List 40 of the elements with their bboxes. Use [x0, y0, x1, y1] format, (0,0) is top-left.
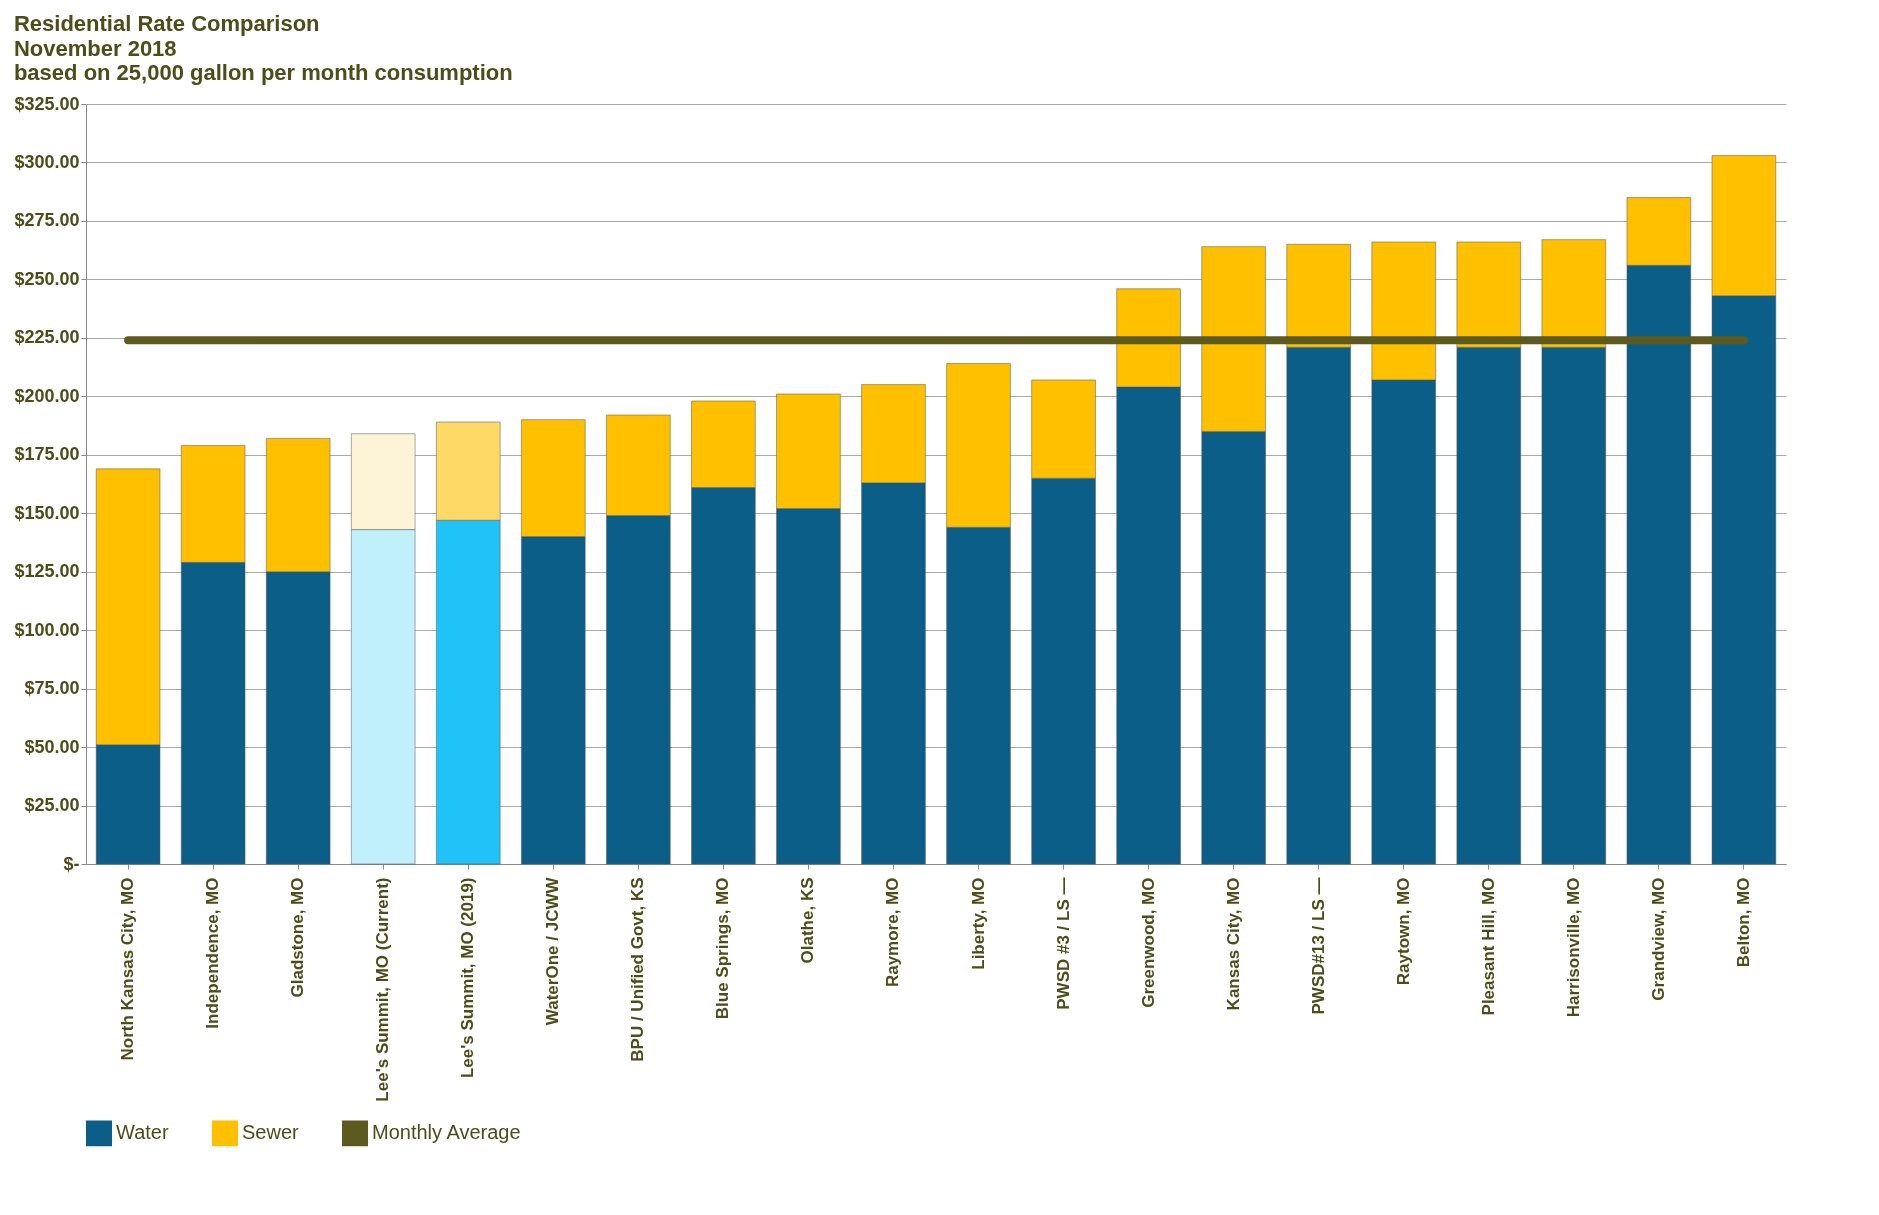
- x-tick-label: Pleasant Hill, MO: [1478, 877, 1498, 1016]
- x-tick-label: Blue Springs, MO: [713, 877, 733, 1020]
- y-tick-label: $225.00: [14, 327, 80, 348]
- text: based on 25,000 gallon per month consumption: [13, 60, 513, 85]
- x-tick-label: Belton, MO: [1733, 877, 1753, 968]
- y-tick-label: $275.00: [14, 210, 80, 231]
- y-tick-label: $25.00: [24, 795, 80, 816]
- x-tick-label: Liberty, MO: [968, 877, 988, 970]
- x-tick-label: Greenwood, MO: [1138, 877, 1158, 1008]
- x-tick-label: Olathe, KS: [798, 877, 818, 964]
- x-tick-label: WaterOne / JCWW: [543, 876, 563, 1026]
- x-tick-label: Harrisonville, MO: [1563, 877, 1583, 1018]
- chart-subtitle: November 2018: [13, 36, 177, 61]
- x-tick-label: Gladstone, MO: [288, 877, 308, 998]
- x-tick-label: Independence, MO: [203, 877, 223, 1029]
- chart-title: Residential Rate Comparison: [13, 11, 320, 36]
- x-tick-label: Lee's Summit, MO (2019): [458, 877, 478, 1079]
- x-tick-label: Lee's Summit, MO (Current): [373, 877, 393, 1102]
- legend-label: Monthly Average: [372, 1121, 521, 1144]
- y-tick-label: $-: [63, 853, 80, 874]
- y-tick-label: $50.00: [24, 736, 80, 757]
- y-tick-label: $175.00: [14, 444, 80, 465]
- y-tick-label: $200.00: [14, 385, 80, 406]
- x-tick-label: PWSD #3 / LS —: [1053, 877, 1073, 1010]
- y-tick-label: $325.00: [14, 93, 80, 114]
- y-tick-label: $300.00: [14, 151, 80, 172]
- legend-label: Water: [116, 1121, 169, 1144]
- y-tick-label: $150.00: [14, 502, 80, 523]
- x-tick-label: Raytown, MO: [1393, 877, 1413, 986]
- x-tick-label: Raymore, MO: [883, 877, 903, 988]
- x-tick-label: PWSD#13 / LS —: [1308, 877, 1328, 1015]
- x-tick-label: Kansas City, MO: [1223, 877, 1243, 1011]
- x-tick-label: BPU / Unified Govt, KS: [628, 877, 648, 1062]
- x-tick-label: Grandview, MO: [1648, 877, 1668, 1001]
- y-tick-label: $75.00: [24, 678, 80, 699]
- y-tick-label: $250.00: [14, 268, 80, 289]
- x-tick-label: North Kansas City, MO: [118, 877, 138, 1061]
- y-tick-label: $125.00: [14, 561, 80, 582]
- y-tick-label: $100.00: [14, 619, 80, 640]
- legend-label: Sewer: [242, 1121, 300, 1144]
